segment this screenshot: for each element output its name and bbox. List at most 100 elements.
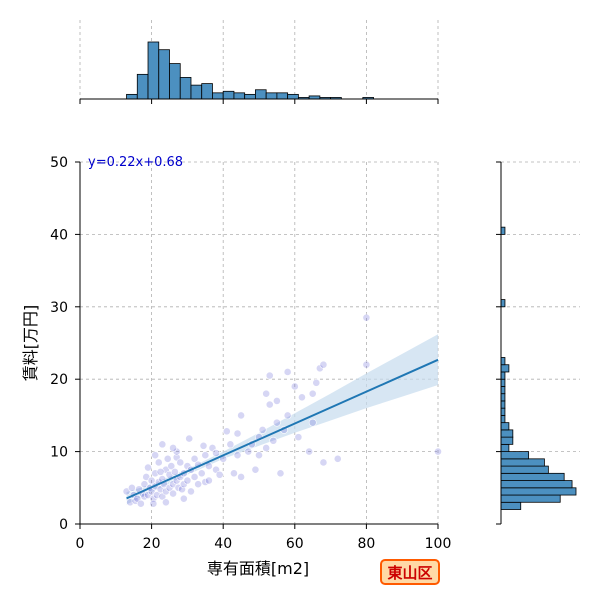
scatter-point bbox=[176, 458, 185, 467]
scatter-point bbox=[122, 487, 131, 496]
scatter-point bbox=[308, 418, 317, 427]
right-hist-bar bbox=[500, 407, 506, 416]
top-histogram bbox=[79, 20, 439, 104]
scatter-point bbox=[190, 473, 199, 481]
scatter-point bbox=[194, 480, 203, 489]
area-badge-label: 東山区 bbox=[387, 563, 433, 582]
y-axis-label: 賃料[万円] bbox=[21, 305, 40, 382]
right-hist-bar bbox=[500, 378, 506, 387]
scatter-point bbox=[215, 470, 224, 479]
scatter-point bbox=[144, 463, 152, 472]
scatter-point bbox=[162, 498, 170, 507]
right-hist-bar bbox=[500, 414, 506, 424]
scatter-point bbox=[151, 451, 160, 460]
scatter-point bbox=[283, 411, 292, 420]
top-hist-bar bbox=[244, 93, 256, 100]
scatter-point bbox=[226, 440, 235, 449]
scatter-point bbox=[170, 467, 179, 476]
y-tick-label: 10 bbox=[50, 445, 68, 461]
right-hist-bar bbox=[500, 451, 530, 460]
x-tick-label: 100 bbox=[425, 536, 452, 552]
x-axis-label: 専有面積[m2] bbox=[207, 559, 309, 578]
x-tick-label: 80 bbox=[357, 536, 375, 552]
scatter-point bbox=[140, 480, 149, 489]
y-tick-label: 0 bbox=[59, 517, 68, 533]
right-hist-bar bbox=[500, 429, 514, 438]
scatter-point bbox=[333, 454, 342, 463]
scatter-point bbox=[154, 458, 163, 467]
scatter-point bbox=[163, 454, 172, 463]
scatter-point bbox=[283, 368, 292, 376]
scatter-point bbox=[319, 360, 328, 369]
scatter-point bbox=[251, 465, 260, 474]
top-hist-bar bbox=[158, 49, 170, 100]
top-hist-bar bbox=[201, 83, 213, 100]
scatter-point bbox=[183, 476, 192, 485]
scatter-point bbox=[179, 494, 188, 503]
top-hist-bar bbox=[222, 90, 235, 100]
right-hist-bar bbox=[500, 487, 577, 496]
scatter-point bbox=[158, 440, 167, 449]
scatter-point bbox=[149, 499, 158, 508]
scatter-point bbox=[167, 462, 176, 470]
top-hist-bar bbox=[265, 92, 278, 100]
scatter-point bbox=[178, 485, 186, 494]
scatter-point bbox=[128, 483, 136, 492]
scatter-point bbox=[212, 449, 220, 457]
scatter-point bbox=[319, 458, 328, 467]
scatter-point bbox=[272, 418, 281, 427]
scatter-point bbox=[222, 427, 231, 436]
scatter-point bbox=[362, 313, 371, 322]
scatter-point bbox=[237, 411, 245, 420]
scatter-point bbox=[142, 473, 151, 481]
y-tick-label: 50 bbox=[50, 155, 68, 171]
scatter-point bbox=[308, 389, 317, 398]
right-hist-bar bbox=[500, 393, 506, 402]
right-hist-bar bbox=[500, 436, 514, 445]
right-hist-bar bbox=[500, 364, 510, 373]
top-hist-bar bbox=[126, 93, 138, 100]
scatter-point bbox=[185, 434, 194, 443]
right-hist-bar bbox=[500, 400, 506, 409]
right-hist-bar bbox=[500, 386, 506, 395]
scatter-point bbox=[199, 441, 208, 450]
top-hist-bar bbox=[233, 92, 246, 100]
scatter-point bbox=[255, 451, 263, 460]
right-hist-bar bbox=[500, 422, 510, 431]
scatter-point bbox=[233, 429, 242, 438]
top-hist-bar bbox=[136, 73, 149, 100]
scatter-point bbox=[201, 451, 210, 460]
scatter-point bbox=[258, 425, 267, 434]
scatter-point bbox=[290, 382, 299, 391]
right-histogram bbox=[496, 161, 580, 525]
scatter-point bbox=[156, 467, 165, 476]
scatter-point bbox=[362, 360, 371, 369]
right-hist-bar bbox=[500, 501, 522, 510]
y-tick-label: 40 bbox=[50, 227, 68, 243]
scatter-plot-area: 0 20 40 60 80 100 0 10 20 30 40 50 bbox=[50, 155, 451, 552]
right-hist-bar bbox=[500, 480, 573, 489]
scatter-point bbox=[187, 487, 195, 496]
right-hist-bar bbox=[500, 443, 510, 452]
top-hist-bar bbox=[276, 92, 289, 100]
right-hist-bar bbox=[500, 458, 545, 467]
scatter-point bbox=[230, 469, 238, 478]
top-hist-bar bbox=[212, 92, 224, 100]
right-hist-bar bbox=[500, 226, 506, 235]
top-hist-bar bbox=[147, 41, 160, 100]
regression-line bbox=[126, 358, 439, 500]
right-hist-bar bbox=[500, 465, 549, 474]
scatter-point bbox=[276, 469, 285, 478]
right-hist-bar bbox=[500, 357, 506, 366]
scatter-point bbox=[434, 447, 442, 456]
y-tick-label: 20 bbox=[50, 372, 68, 388]
scatter-point bbox=[190, 454, 199, 463]
scatter-point bbox=[305, 447, 314, 456]
x-tick-label: 60 bbox=[286, 536, 304, 552]
right-hist-bar bbox=[500, 472, 565, 481]
scatter-point bbox=[204, 476, 213, 485]
confidence-band bbox=[126, 334, 438, 505]
right-hist-bar bbox=[500, 494, 561, 503]
top-hist-bar bbox=[287, 93, 299, 100]
